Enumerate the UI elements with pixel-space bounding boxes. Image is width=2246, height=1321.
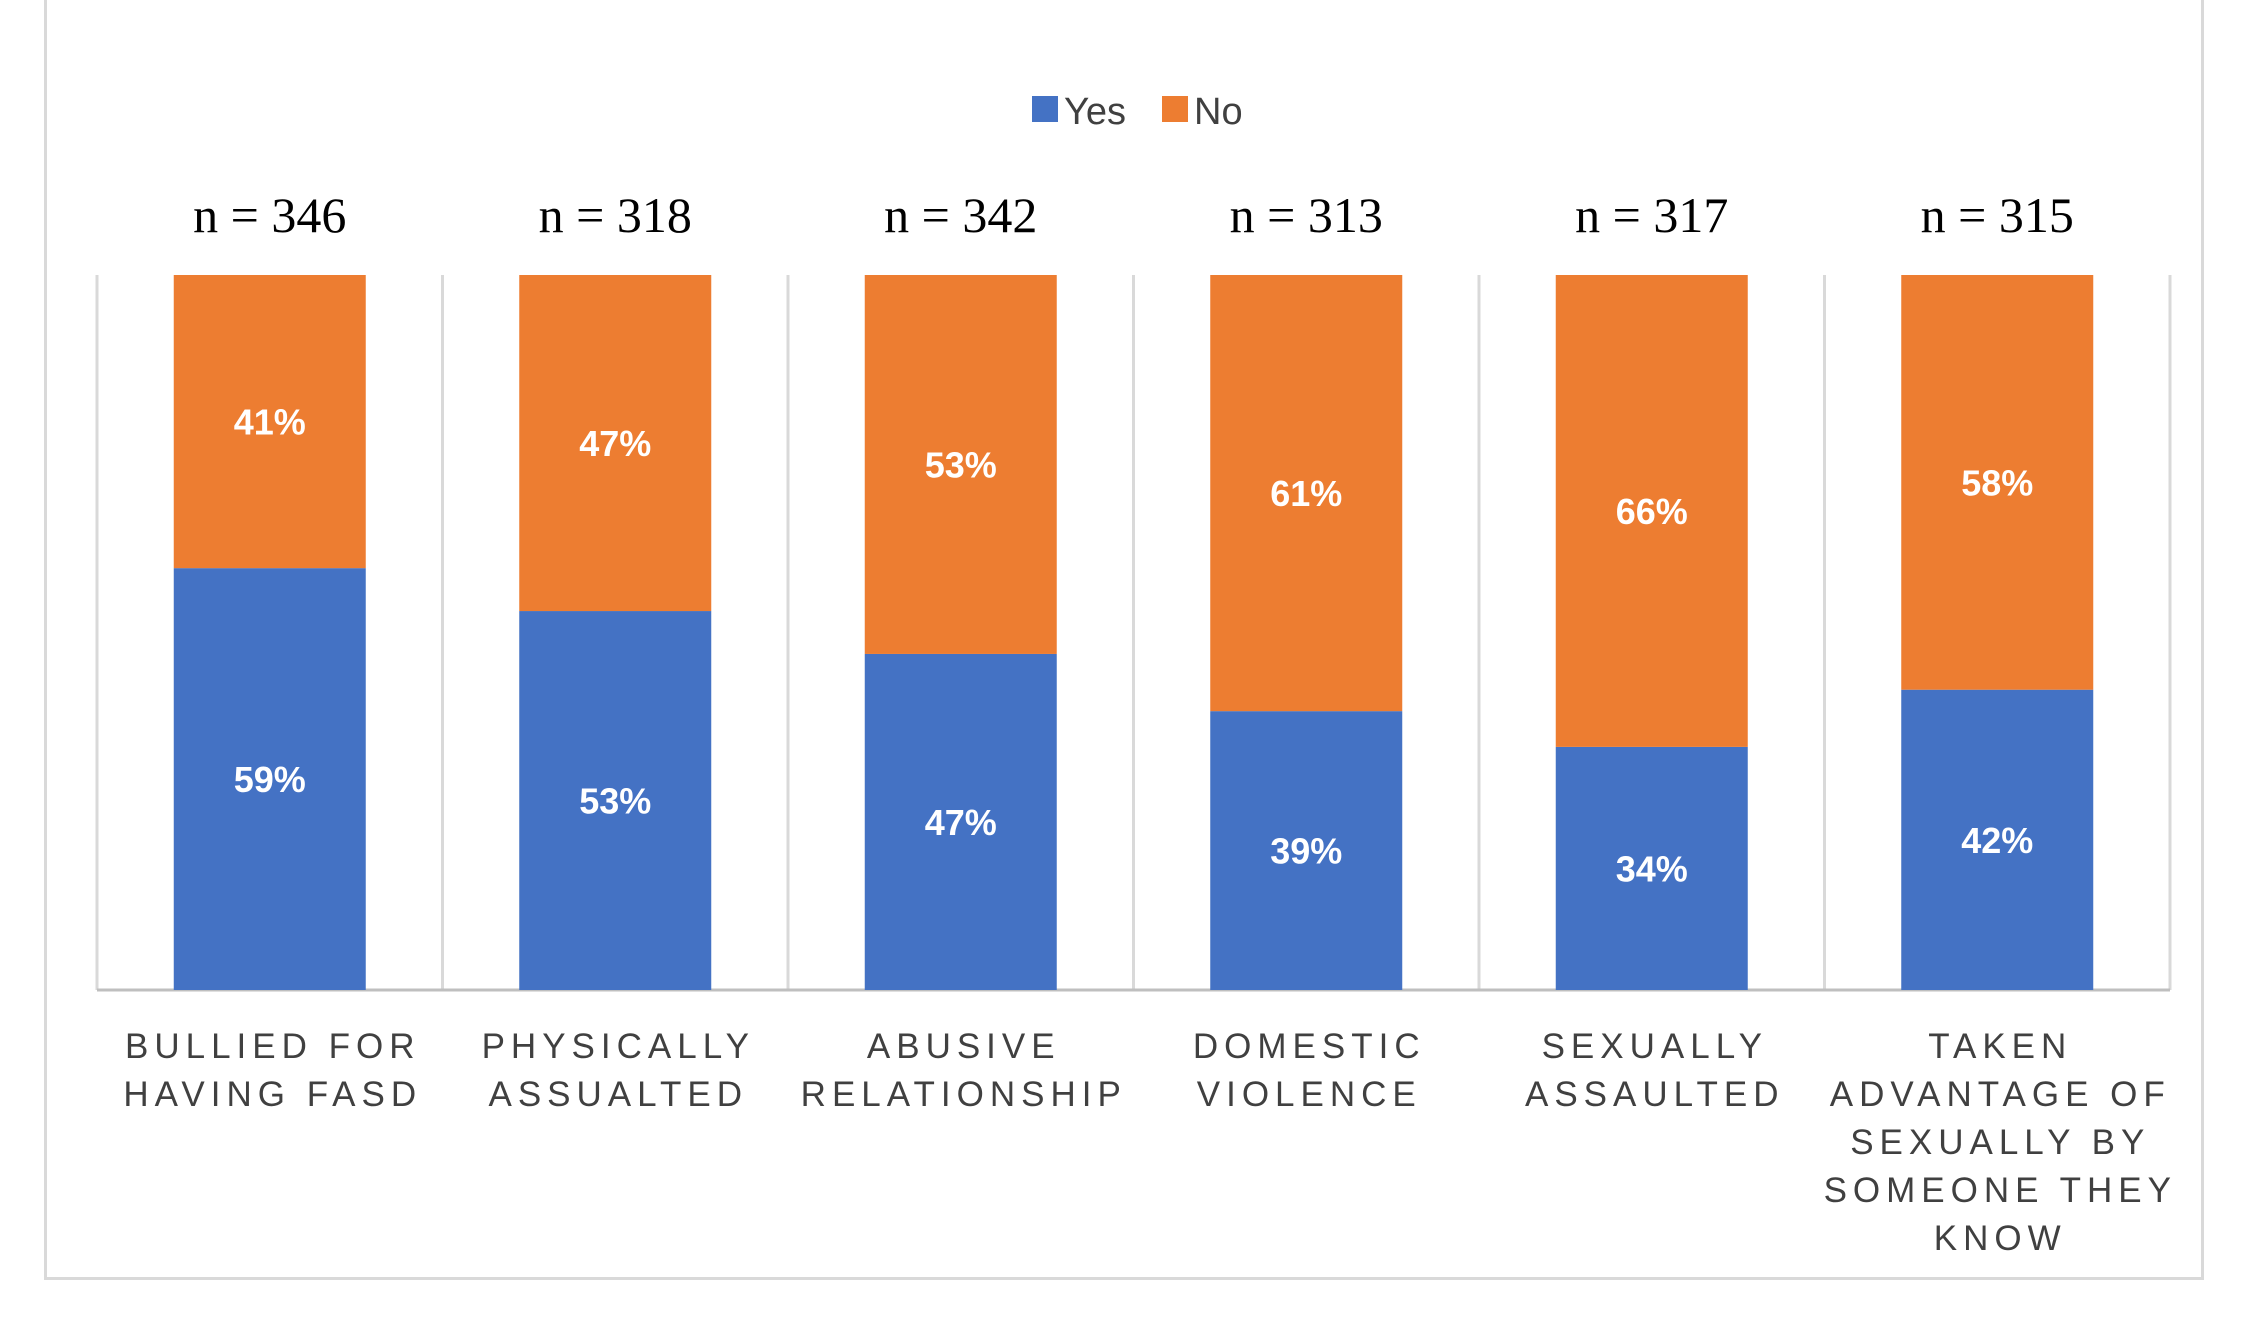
n-label: n = 318 <box>539 187 692 243</box>
legend: Yes No <box>1032 91 1243 133</box>
category-label: ADVANTAGE OF <box>1830 1075 2171 1114</box>
data-label-no: 41% <box>234 402 306 443</box>
data-label-no: 58% <box>1961 462 2033 503</box>
data-label-no: 66% <box>1616 491 1688 532</box>
legend-swatch-yes <box>1032 96 1058 122</box>
category-label: BULLIED FOR <box>125 1027 421 1066</box>
bar-yes <box>519 611 712 990</box>
category-label: DOMESTIC <box>1193 1027 1426 1066</box>
bar-no <box>1210 275 1403 712</box>
n-label: n = 315 <box>1921 187 2074 243</box>
category-label: SEXUALLY <box>1542 1027 1768 1066</box>
data-label-yes: 39% <box>1270 831 1342 872</box>
bars: 59% 41% 53% 47% 47% 53% 39% 61% 34% 66% 42% 58% <box>173 275 2094 990</box>
data-label-yes: 34% <box>1616 848 1688 889</box>
bar-no <box>519 275 712 612</box>
bar-no <box>173 275 366 569</box>
bar-no <box>1555 275 1748 747</box>
n-label: n = 342 <box>884 187 1037 243</box>
category-label: KNOW <box>1934 1219 2067 1258</box>
bar-yes <box>1555 746 1748 990</box>
category-label: HAVING FASD <box>123 1075 422 1114</box>
category-label: ASSAULTED <box>1525 1075 1785 1114</box>
bar-yes <box>864 653 1057 990</box>
bar-yes <box>173 568 366 990</box>
bar-yes <box>1901 689 2094 990</box>
n-label: n = 317 <box>1575 187 1728 243</box>
category-label: VIOLENCE <box>1197 1075 1422 1114</box>
category-label: SEXUALLY BY <box>1850 1123 2150 1162</box>
legend-swatch-no <box>1162 96 1188 122</box>
bar-yes <box>1210 711 1403 990</box>
legend-label-yes: Yes <box>1064 91 1126 133</box>
data-label-no: 53% <box>925 444 997 485</box>
category-label: SOMEONE THEY <box>1824 1171 2177 1210</box>
category-label: RELATIONSHIP <box>801 1075 1127 1114</box>
category-label: ASSUALTED <box>488 1075 748 1114</box>
data-label-no: 61% <box>1270 473 1342 514</box>
bar-no <box>1901 275 2094 690</box>
data-label-yes: 42% <box>1961 820 2033 861</box>
data-label-yes: 59% <box>234 759 306 800</box>
legend-label-no: No <box>1194 91 1243 133</box>
n-labels: n = 346 n = 318 n = 342 n = 313 n = 317 n = 3… <box>193 187 2074 243</box>
category-label: TAKEN <box>1928 1027 2072 1066</box>
chart-frame <box>44 0 2204 1280</box>
data-label-no: 47% <box>579 423 651 464</box>
bar-no <box>864 275 1057 654</box>
category-label: PHYSICALLY <box>482 1027 755 1066</box>
category-dividers <box>95 275 2172 992</box>
data-label-yes: 47% <box>925 802 997 843</box>
data-label-yes: 53% <box>579 781 651 822</box>
category-label: ABUSIVE <box>867 1027 1061 1066</box>
n-label: n = 346 <box>193 187 346 243</box>
n-label: n = 313 <box>1230 187 1383 243</box>
category-labels: BULLIED FOR HAVING FASD PHYSICALLY ASSUALTE… <box>123 1027 2177 1258</box>
